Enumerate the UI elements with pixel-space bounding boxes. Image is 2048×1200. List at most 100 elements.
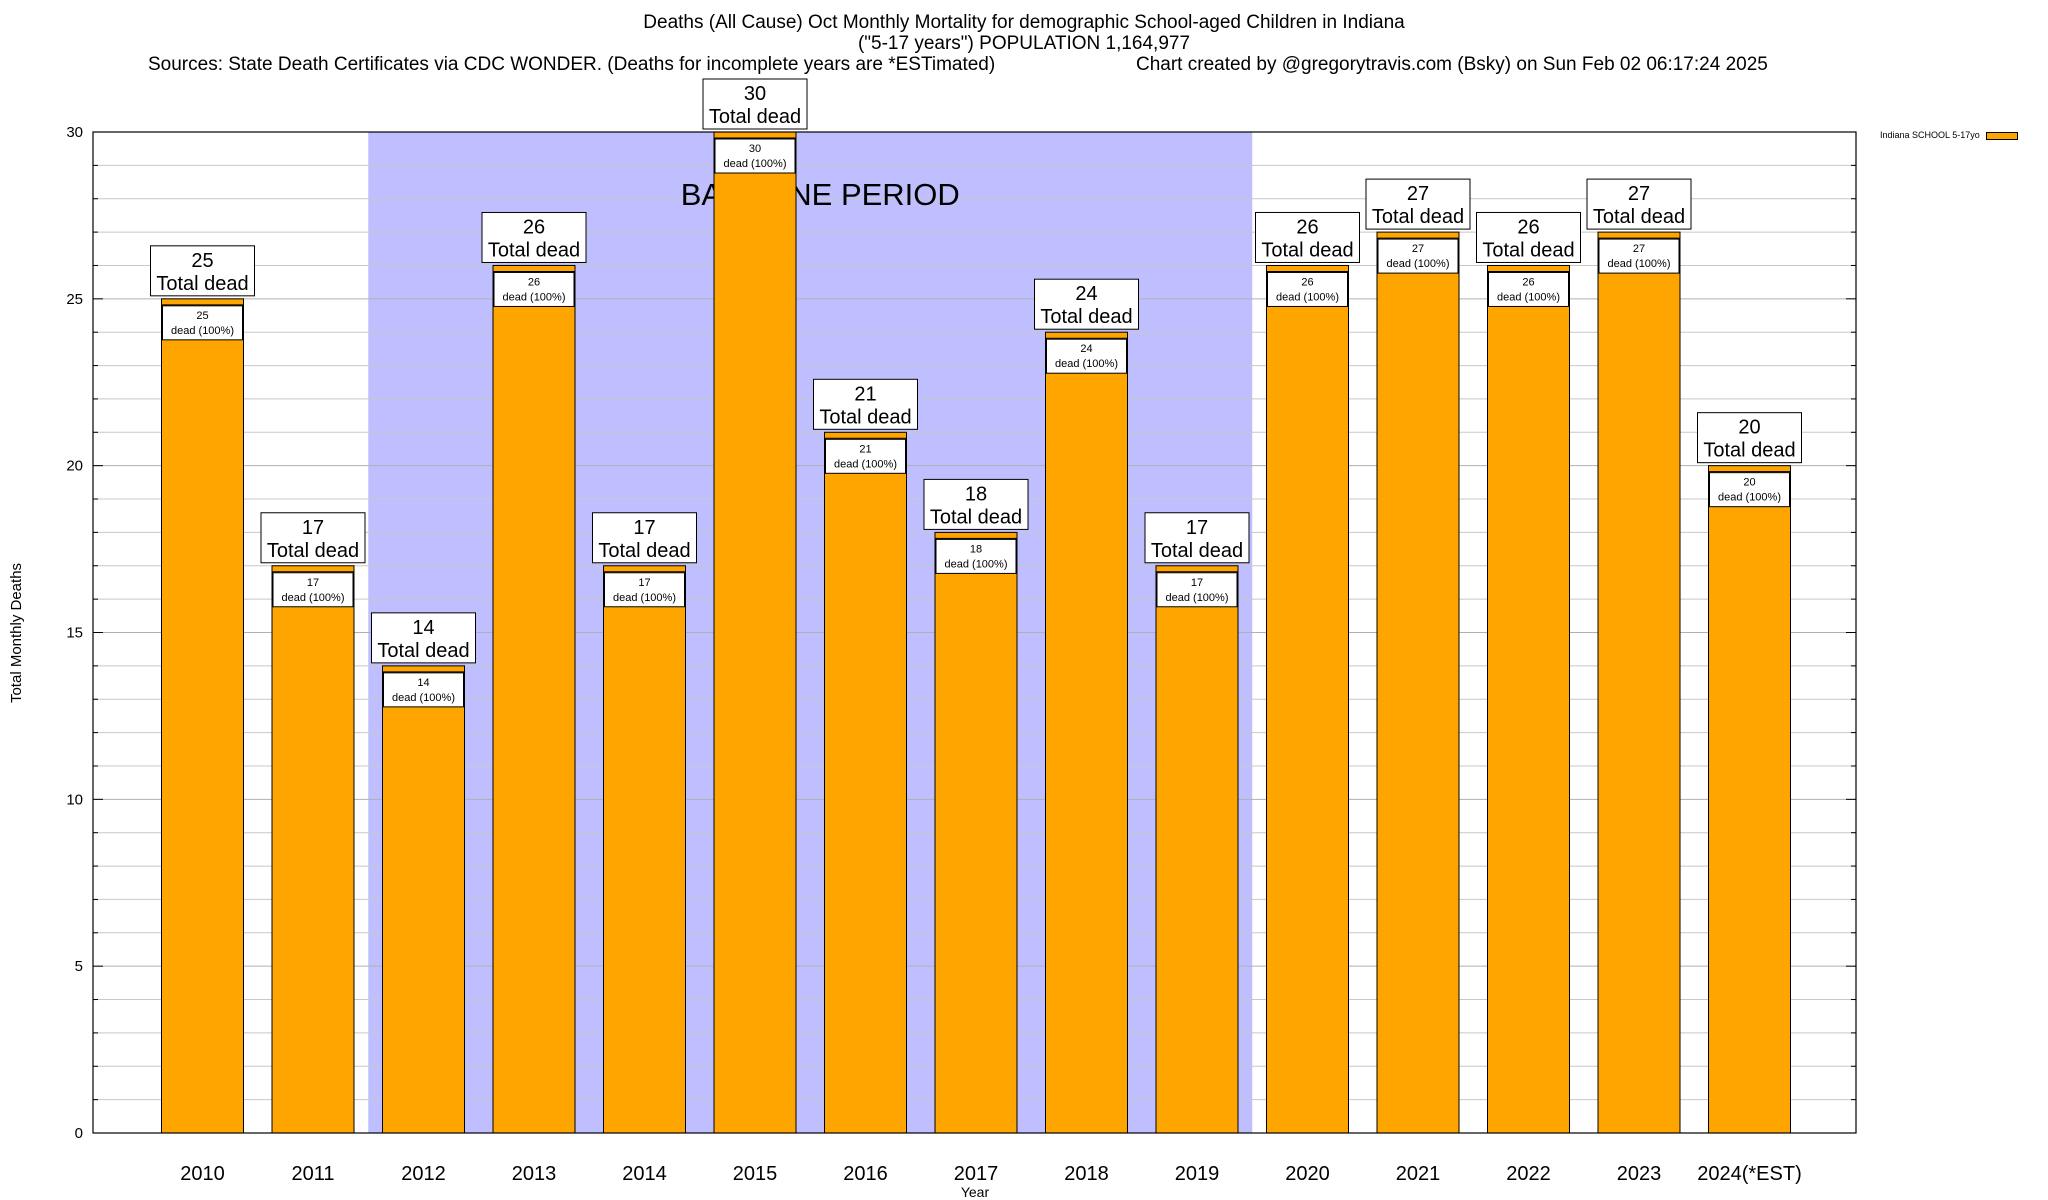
bar-total-text-label: Total dead	[1593, 206, 1685, 228]
bar-inner-value-label: 21	[859, 443, 871, 455]
bar	[934, 531, 1018, 1134]
x-tick-label: 2023	[1617, 1163, 1662, 1185]
plot-frame	[92, 131, 1857, 1134]
bar-inner-label-box	[825, 438, 906, 474]
y-tick-label: 25	[66, 291, 83, 308]
x-axis-title: Year	[961, 1184, 990, 1200]
bar-inner-percent-label: dead (100%)	[1718, 492, 1781, 504]
x-tick-label: 2012	[401, 1163, 446, 1185]
bar-inner-value-label: 20	[1743, 477, 1755, 489]
x-tick-label: 2014	[622, 1163, 667, 1185]
bar-inner-label-box	[714, 138, 796, 174]
bar-inner-label-box	[162, 305, 243, 341]
bar-total-value-label: 18	[965, 483, 987, 505]
bar-inner-label-box	[1156, 572, 1238, 608]
bar-total-text-label: Total dead	[819, 406, 911, 428]
bar-total-value-label: 26	[1296, 216, 1318, 238]
bar-inner-percent-label: dead (100%)	[945, 558, 1008, 570]
bar-total-text-label: Total dead	[709, 106, 801, 128]
sources-text: Sources: State Death Certificates via CD…	[148, 54, 996, 75]
bar-inner-value-label: 27	[1412, 243, 1424, 255]
bar-total-value-label: 27	[1628, 183, 1650, 205]
bar-total-value-label: 26	[1517, 216, 1539, 238]
bar-inner-value-label: 26	[1301, 276, 1313, 288]
bar-inner-value-label: 17	[638, 577, 650, 589]
x-tick-label: 2021	[1396, 1163, 1441, 1185]
bar	[1266, 264, 1349, 1134]
bar-total-text-label: Total dead	[598, 540, 690, 562]
bar	[1155, 565, 1239, 1134]
bar-inner-percent-label: dead (100%)	[1166, 592, 1229, 604]
bar-inner-label-box	[1709, 472, 1790, 508]
bar-total-value-label: 17	[1186, 517, 1208, 539]
legend-swatch	[1985, 131, 2018, 140]
bar-inner-value-label: 26	[528, 276, 540, 288]
bar-total-value-label: 17	[302, 517, 324, 539]
bar-inner-percent-label: dead (100%)	[503, 291, 566, 303]
bar-total-label-box	[150, 245, 255, 297]
bar-total-text-label: Total dead	[377, 640, 469, 662]
x-tick-label: 2018	[1064, 1163, 1109, 1185]
bar	[492, 264, 576, 1134]
bar-total-label-box	[1034, 278, 1139, 330]
bar	[603, 565, 686, 1134]
x-tick-label: 2016	[843, 1163, 888, 1185]
bar-inner-percent-label: dead (100%)	[282, 592, 345, 604]
bar-total-label-box	[702, 78, 808, 130]
bar-inner-label-box	[1377, 238, 1459, 274]
bar-total-value-label: 20	[1738, 417, 1760, 439]
bar-total-text-label: Total dead	[267, 540, 359, 562]
bar-total-label-box	[481, 211, 587, 263]
bar-inner-value-label: 27	[1633, 243, 1645, 255]
bar-inner-percent-label: dead (100%)	[613, 592, 676, 604]
chart-title: Deaths (All Cause) Oct Monthly Mortality…	[0, 12, 2048, 54]
bar-total-label-box	[1144, 512, 1250, 564]
legend-label: Indiana SCHOOL 5-17yo	[1880, 130, 1980, 140]
bar-total-value-label: 26	[523, 216, 545, 238]
bar-inner-percent-label: dead (100%)	[834, 458, 897, 470]
bar-total-label-box	[371, 612, 476, 664]
bar-total-label-box	[923, 478, 1029, 530]
legend: Indiana SCHOOL 5-17yo	[1880, 130, 2018, 140]
bar	[1487, 264, 1570, 1134]
bar-total-value-label: 27	[1407, 183, 1429, 205]
bar-total-value-label: 25	[191, 250, 213, 272]
bar	[824, 431, 907, 1134]
bar-inner-percent-label: dead (100%)	[1276, 291, 1339, 303]
bar-inner-value-label: 25	[196, 310, 208, 322]
bar-inner-label-box	[1488, 271, 1569, 307]
x-tick-label: 2010	[180, 1163, 225, 1185]
bar	[1045, 331, 1128, 1134]
x-tick-label: 2015	[733, 1163, 778, 1185]
bar-inner-value-label: 24	[1080, 343, 1092, 355]
bar-inner-percent-label: dead (100%)	[1608, 258, 1671, 270]
title-line-2: ("5-17 years") POPULATION 1,164,977	[857, 33, 1191, 54]
bar-total-value-label: 24	[1075, 283, 1097, 305]
bar-inner-percent-label: dead (100%)	[171, 325, 234, 337]
x-tick-label: 2013	[512, 1163, 557, 1185]
bar-total-label-box	[1586, 178, 1692, 230]
y-axis-title: Total Monthly Deaths	[8, 563, 25, 703]
bar-total-label-box	[813, 378, 918, 430]
y-tick-label: 20	[66, 458, 83, 475]
bar-total-text-label: Total dead	[156, 273, 248, 295]
bar-total-text-label: Total dead	[930, 506, 1022, 528]
bar-inner-percent-label: dead (100%)	[1387, 258, 1450, 270]
y-tick-label: 15	[66, 625, 83, 642]
x-tick-label: 2019	[1175, 1163, 1220, 1185]
bar-total-text-label: Total dead	[1372, 206, 1464, 228]
bar-total-value-label: 17	[633, 517, 655, 539]
bar-inner-label-box	[935, 538, 1017, 574]
bar-total-label-box	[1697, 412, 1802, 464]
bar-inner-value-label: 14	[417, 677, 429, 689]
x-tick-label: 2024(*EST)	[1697, 1163, 1802, 1185]
bar-total-text-label: Total dead	[488, 239, 580, 261]
bar-total-text-label: Total dead	[1151, 540, 1243, 562]
bar-total-text-label: Total dead	[1261, 239, 1353, 261]
bar	[382, 665, 465, 1134]
bar	[1376, 231, 1460, 1134]
bar-total-value-label: 21	[854, 383, 876, 405]
bar-inner-percent-label: dead (100%)	[392, 692, 455, 704]
bar-total-label-box	[1476, 211, 1581, 263]
